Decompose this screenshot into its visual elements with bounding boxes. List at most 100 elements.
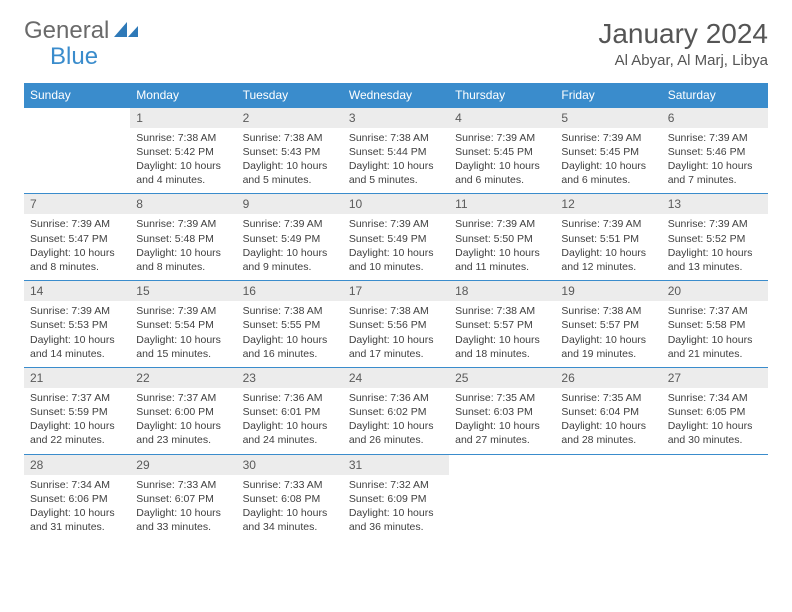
day-number: 12 [555, 194, 661, 214]
calendar-cell: 8Sunrise: 7:39 AMSunset: 5:48 PMDaylight… [130, 194, 236, 281]
day-details: Sunrise: 7:34 AMSunset: 6:05 PMDaylight:… [662, 388, 768, 454]
calendar-row: 7Sunrise: 7:39 AMSunset: 5:47 PMDaylight… [24, 194, 768, 281]
calendar-row: 14Sunrise: 7:39 AMSunset: 5:53 PMDayligh… [24, 281, 768, 368]
weekday-header: Saturday [662, 83, 768, 108]
calendar-cell: 15Sunrise: 7:39 AMSunset: 5:54 PMDayligh… [130, 281, 236, 368]
calendar-cell: 22Sunrise: 7:37 AMSunset: 6:00 PMDayligh… [130, 367, 236, 454]
day-number: 13 [662, 194, 768, 214]
day-number: 28 [24, 455, 130, 475]
weekday-header: Tuesday [237, 83, 343, 108]
day-number: 26 [555, 368, 661, 388]
calendar-cell: 21Sunrise: 7:37 AMSunset: 5:59 PMDayligh… [24, 367, 130, 454]
calendar-cell: 16Sunrise: 7:38 AMSunset: 5:55 PMDayligh… [237, 281, 343, 368]
day-number: 7 [24, 194, 130, 214]
weekday-header: Friday [555, 83, 661, 108]
day-details: Sunrise: 7:39 AMSunset: 5:45 PMDaylight:… [449, 128, 555, 194]
calendar-head: SundayMondayTuesdayWednesdayThursdayFrid… [24, 83, 768, 108]
day-number: 21 [24, 368, 130, 388]
day-number: 8 [130, 194, 236, 214]
calendar-cell: 25Sunrise: 7:35 AMSunset: 6:03 PMDayligh… [449, 367, 555, 454]
calendar-cell: . [449, 454, 555, 540]
day-number: 27 [662, 368, 768, 388]
calendar-cell: 19Sunrise: 7:38 AMSunset: 5:57 PMDayligh… [555, 281, 661, 368]
day-details: Sunrise: 7:38 AMSunset: 5:56 PMDaylight:… [343, 301, 449, 367]
day-number: 20 [662, 281, 768, 301]
calendar-row: .1Sunrise: 7:38 AMSunset: 5:42 PMDayligh… [24, 107, 768, 194]
day-number: 29 [130, 455, 236, 475]
day-details: Sunrise: 7:39 AMSunset: 5:46 PMDaylight:… [662, 128, 768, 194]
day-number: 11 [449, 194, 555, 214]
day-number: 17 [343, 281, 449, 301]
day-details: Sunrise: 7:36 AMSunset: 6:01 PMDaylight:… [237, 388, 343, 454]
day-details: Sunrise: 7:38 AMSunset: 5:57 PMDaylight:… [449, 301, 555, 367]
day-details: Sunrise: 7:38 AMSunset: 5:57 PMDaylight:… [555, 301, 661, 367]
weekday-header: Sunday [24, 83, 130, 108]
calendar-cell: . [662, 454, 768, 540]
day-details: Sunrise: 7:39 AMSunset: 5:53 PMDaylight:… [24, 301, 130, 367]
day-number: 30 [237, 455, 343, 475]
calendar-cell: 30Sunrise: 7:33 AMSunset: 6:08 PMDayligh… [237, 454, 343, 540]
day-details: Sunrise: 7:39 AMSunset: 5:50 PMDaylight:… [449, 214, 555, 280]
calendar-table: SundayMondayTuesdayWednesdayThursdayFrid… [24, 83, 768, 540]
calendar-cell: 12Sunrise: 7:39 AMSunset: 5:51 PMDayligh… [555, 194, 661, 281]
day-number: 14 [24, 281, 130, 301]
calendar-cell: 31Sunrise: 7:32 AMSunset: 6:09 PMDayligh… [343, 454, 449, 540]
calendar-cell: . [24, 107, 130, 194]
page-header: General Blue January 2024 Al Abyar, Al M… [24, 18, 768, 71]
day-number: 24 [343, 368, 449, 388]
day-details: Sunrise: 7:35 AMSunset: 6:04 PMDaylight:… [555, 388, 661, 454]
day-details: Sunrise: 7:38 AMSunset: 5:42 PMDaylight:… [130, 128, 236, 194]
day-number: 10 [343, 194, 449, 214]
calendar-cell: 23Sunrise: 7:36 AMSunset: 6:01 PMDayligh… [237, 367, 343, 454]
logo-word1: General [24, 17, 109, 44]
calendar-cell: 2Sunrise: 7:38 AMSunset: 5:43 PMDaylight… [237, 107, 343, 194]
calendar-cell: 13Sunrise: 7:39 AMSunset: 5:52 PMDayligh… [662, 194, 768, 281]
calendar-cell: 27Sunrise: 7:34 AMSunset: 6:05 PMDayligh… [662, 367, 768, 454]
day-number: 1 [130, 108, 236, 128]
day-details: Sunrise: 7:39 AMSunset: 5:48 PMDaylight:… [130, 214, 236, 280]
weekday-header: Monday [130, 83, 236, 108]
day-details: Sunrise: 7:32 AMSunset: 6:09 PMDaylight:… [343, 475, 449, 541]
day-details: Sunrise: 7:39 AMSunset: 5:49 PMDaylight:… [343, 214, 449, 280]
calendar-cell: 17Sunrise: 7:38 AMSunset: 5:56 PMDayligh… [343, 281, 449, 368]
day-number: 6 [662, 108, 768, 128]
day-details: Sunrise: 7:33 AMSunset: 6:08 PMDaylight:… [237, 475, 343, 541]
day-number: 22 [130, 368, 236, 388]
calendar-cell: 6Sunrise: 7:39 AMSunset: 5:46 PMDaylight… [662, 107, 768, 194]
month-title: January 2024 [598, 18, 768, 50]
calendar-cell: 9Sunrise: 7:39 AMSunset: 5:49 PMDaylight… [237, 194, 343, 281]
day-details: Sunrise: 7:35 AMSunset: 6:03 PMDaylight:… [449, 388, 555, 454]
calendar-cell: 28Sunrise: 7:34 AMSunset: 6:06 PMDayligh… [24, 454, 130, 540]
day-number: 18 [449, 281, 555, 301]
calendar-cell: 24Sunrise: 7:36 AMSunset: 6:02 PMDayligh… [343, 367, 449, 454]
calendar-cell: 26Sunrise: 7:35 AMSunset: 6:04 PMDayligh… [555, 367, 661, 454]
day-details: Sunrise: 7:38 AMSunset: 5:55 PMDaylight:… [237, 301, 343, 367]
day-number: 25 [449, 368, 555, 388]
weekday-header: Wednesday [343, 83, 449, 108]
day-number: 4 [449, 108, 555, 128]
day-number: 15 [130, 281, 236, 301]
day-details: Sunrise: 7:39 AMSunset: 5:47 PMDaylight:… [24, 214, 130, 280]
calendar-cell: 29Sunrise: 7:33 AMSunset: 6:07 PMDayligh… [130, 454, 236, 540]
calendar-cell: 3Sunrise: 7:38 AMSunset: 5:44 PMDaylight… [343, 107, 449, 194]
day-details: Sunrise: 7:37 AMSunset: 5:58 PMDaylight:… [662, 301, 768, 367]
title-block: January 2024 Al Abyar, Al Marj, Libya [598, 18, 768, 69]
calendar-body: .1Sunrise: 7:38 AMSunset: 5:42 PMDayligh… [24, 107, 768, 540]
day-details: Sunrise: 7:39 AMSunset: 5:54 PMDaylight:… [130, 301, 236, 367]
day-details: Sunrise: 7:38 AMSunset: 5:44 PMDaylight:… [343, 128, 449, 194]
logo: General Blue [24, 18, 140, 71]
day-number: 3 [343, 108, 449, 128]
calendar-cell: 20Sunrise: 7:37 AMSunset: 5:58 PMDayligh… [662, 281, 768, 368]
day-number: 16 [237, 281, 343, 301]
day-details: Sunrise: 7:39 AMSunset: 5:52 PMDaylight:… [662, 214, 768, 280]
day-details: Sunrise: 7:36 AMSunset: 6:02 PMDaylight:… [343, 388, 449, 454]
day-details: Sunrise: 7:37 AMSunset: 5:59 PMDaylight:… [24, 388, 130, 454]
day-number: 19 [555, 281, 661, 301]
weekday-header: Thursday [449, 83, 555, 108]
calendar-cell: . [555, 454, 661, 540]
logo-word2: Blue [50, 43, 98, 70]
calendar-cell: 5Sunrise: 7:39 AMSunset: 5:45 PMDaylight… [555, 107, 661, 194]
calendar-row: 21Sunrise: 7:37 AMSunset: 5:59 PMDayligh… [24, 367, 768, 454]
day-details: Sunrise: 7:34 AMSunset: 6:06 PMDaylight:… [24, 475, 130, 541]
day-number: 2 [237, 108, 343, 128]
